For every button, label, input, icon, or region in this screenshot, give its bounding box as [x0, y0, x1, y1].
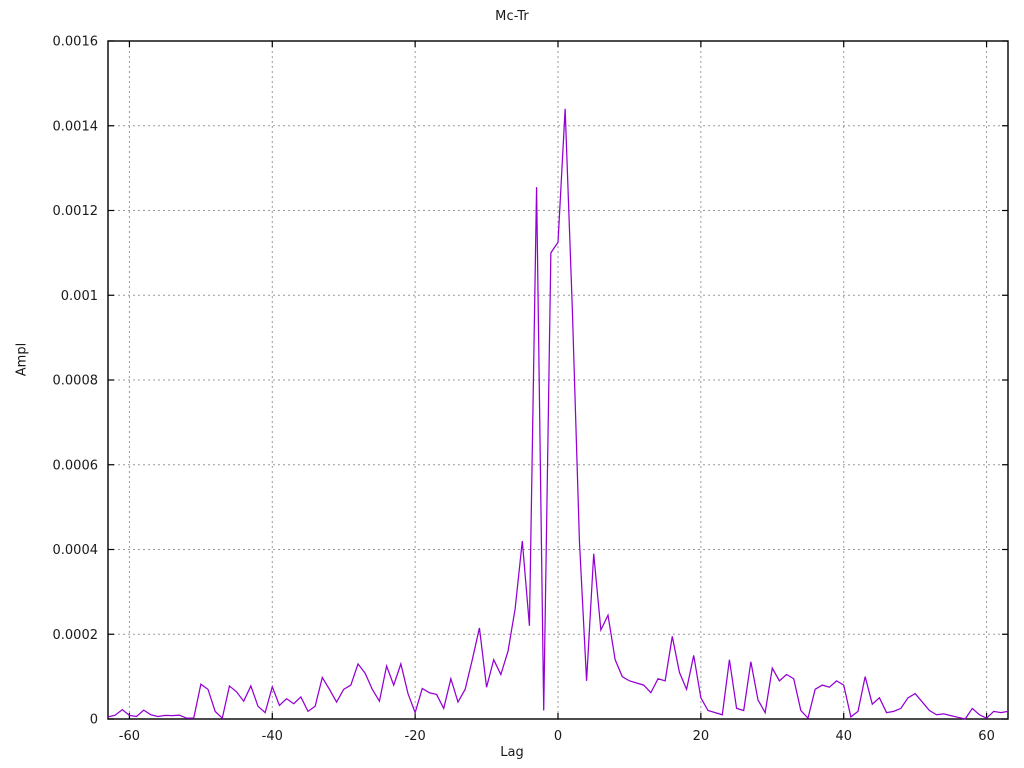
chart-title: Mc-Tr: [495, 9, 529, 24]
gridlines: [108, 41, 1008, 719]
x-tick-label: 40: [835, 729, 852, 744]
x-tick-label: 20: [693, 729, 710, 744]
y-tick-label: 0.0004: [53, 543, 99, 558]
x-tick-label: -60: [119, 729, 140, 744]
x-tick-label: -20: [405, 729, 426, 744]
x-tick-label: 0: [554, 729, 562, 744]
tick-labels: 0 0.0002 0.0004 0.0006 0.0008 0.001 0.0012 0.00…: [53, 35, 995, 745]
y-tick-label: 0.0012: [53, 204, 99, 219]
y-tick-label: 0.0014: [53, 119, 99, 134]
y-tick-label: 0.0016: [53, 35, 99, 50]
y-tick-label: 0: [90, 713, 98, 728]
x-tick-label: -40: [262, 729, 283, 744]
y-tick-label: 0.0006: [53, 458, 99, 473]
x-tick-label: 60: [978, 729, 995, 744]
data-series: [107, 108, 1009, 720]
series-line-0: [107, 108, 1009, 720]
plot-border: [107, 40, 1009, 720]
x-axis-label: Lag: [500, 745, 524, 760]
y-tick-label: 0.0008: [53, 374, 99, 389]
y-tick-label: 0.001: [61, 289, 98, 304]
y-tick-label: 0.0002: [53, 628, 99, 643]
